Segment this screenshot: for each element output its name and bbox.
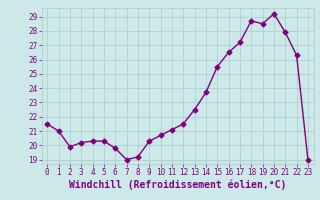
X-axis label: Windchill (Refroidissement éolien,°C): Windchill (Refroidissement éolien,°C) <box>69 180 286 190</box>
